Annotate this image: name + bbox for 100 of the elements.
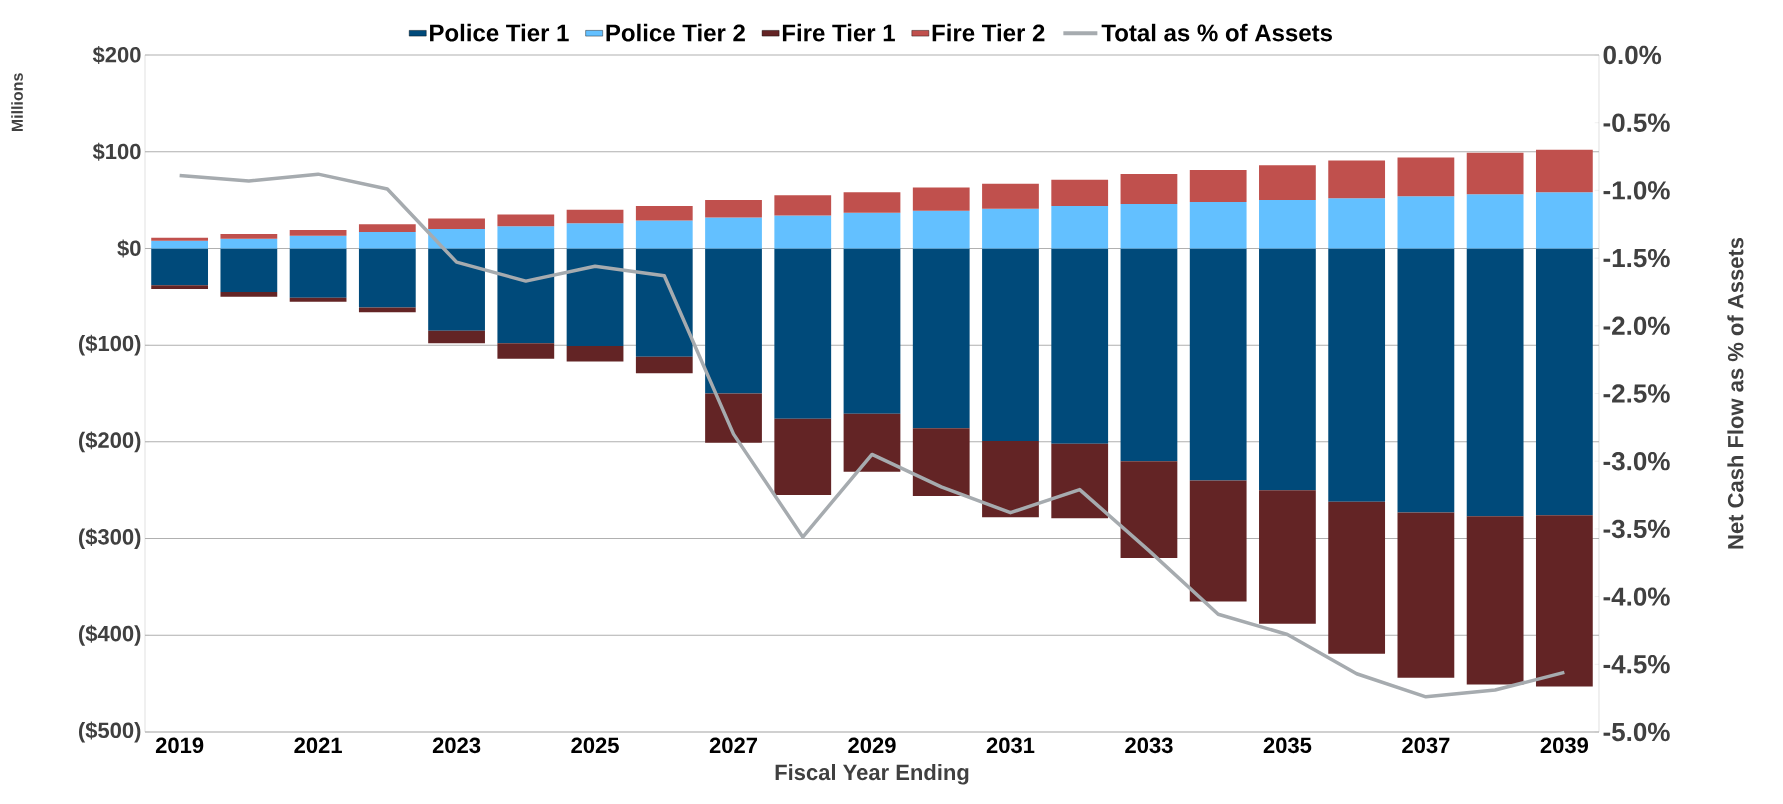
bar bbox=[635, 248, 693, 357]
bar bbox=[289, 235, 347, 249]
bar bbox=[1120, 248, 1178, 462]
bar bbox=[1466, 152, 1524, 195]
bar bbox=[774, 248, 832, 419]
legend-label: Total as % of Assets bbox=[1101, 23, 1332, 42]
bar bbox=[635, 356, 693, 374]
bar bbox=[705, 217, 762, 249]
bar bbox=[912, 428, 970, 497]
bar bbox=[774, 195, 832, 216]
bar bbox=[1259, 165, 1316, 201]
y-tick-label: $100 bbox=[92, 142, 141, 161]
bar bbox=[982, 440, 1039, 518]
bar bbox=[774, 418, 832, 496]
line-series bbox=[177, 172, 1567, 699]
y2-tick-label: -1.5% bbox=[1603, 248, 1670, 268]
bar bbox=[1535, 149, 1593, 193]
bar bbox=[566, 346, 624, 362]
bar bbox=[912, 210, 970, 249]
y2-tick-label: -0.5% bbox=[1603, 113, 1670, 132]
bar bbox=[843, 413, 901, 472]
bar bbox=[220, 248, 278, 292]
bar bbox=[289, 297, 347, 302]
bar bbox=[566, 209, 624, 224]
bar bbox=[1397, 157, 1455, 197]
bar bbox=[497, 343, 555, 359]
bar bbox=[428, 248, 485, 331]
bar bbox=[1466, 194, 1524, 249]
x-tick-label: 2039 bbox=[1540, 737, 1589, 754]
legend-label: Police Tier 2 bbox=[606, 23, 745, 42]
x-tick-label: 2027 bbox=[709, 737, 758, 754]
bar bbox=[1189, 480, 1247, 602]
bar bbox=[1535, 192, 1593, 249]
bar bbox=[1535, 248, 1593, 516]
bar bbox=[1466, 516, 1524, 685]
bar bbox=[1051, 443, 1109, 519]
x-tick-label: 2023 bbox=[432, 737, 481, 754]
bar bbox=[151, 248, 209, 286]
bar bbox=[1328, 160, 1386, 199]
y2-tick-label: -2.5% bbox=[1603, 384, 1670, 403]
x-tick-label: 2021 bbox=[294, 737, 342, 754]
bar bbox=[1259, 248, 1316, 491]
y2-tick-label: -3.0% bbox=[1603, 451, 1670, 471]
bar bbox=[1120, 461, 1178, 558]
bar bbox=[566, 223, 624, 249]
bar bbox=[635, 220, 693, 249]
bar bbox=[358, 248, 416, 308]
bar bbox=[1259, 490, 1316, 624]
bar bbox=[635, 205, 693, 221]
bar bbox=[705, 393, 762, 443]
y2-tick-label: -5.0% bbox=[1603, 722, 1670, 742]
bar bbox=[358, 307, 416, 313]
bar bbox=[151, 237, 209, 241]
x-tick-label: 2019 bbox=[155, 737, 204, 754]
bar bbox=[1051, 205, 1109, 249]
x-axis-title: Fiscal Year Ending bbox=[775, 764, 969, 785]
bar bbox=[428, 229, 485, 249]
bar bbox=[982, 208, 1039, 249]
bar bbox=[1535, 515, 1593, 687]
bar bbox=[428, 218, 485, 230]
bar bbox=[151, 240, 209, 249]
bar bbox=[705, 200, 762, 218]
legend-label: Police Tier 1 bbox=[430, 23, 569, 42]
y2-tick-label: -3.5% bbox=[1603, 519, 1670, 539]
bar bbox=[705, 248, 762, 394]
x-tick-label: 2031 bbox=[986, 737, 1035, 754]
bar bbox=[1189, 170, 1247, 203]
bar bbox=[289, 230, 347, 236]
bar bbox=[566, 248, 624, 347]
bar bbox=[497, 248, 555, 344]
bar bbox=[843, 192, 901, 213]
bar bbox=[1328, 248, 1386, 502]
legend-label: Fire Tier 2 bbox=[932, 23, 1045, 42]
bar bbox=[358, 231, 416, 249]
y-tick-label: ($200) bbox=[78, 431, 141, 453]
x-tick-label: 2025 bbox=[571, 737, 619, 754]
bar bbox=[1189, 248, 1247, 481]
y2-tick-label: -1.0% bbox=[1603, 181, 1670, 200]
y-tick-label: ($400) bbox=[78, 624, 141, 646]
y-tick-label: ($300) bbox=[78, 528, 141, 550]
bar bbox=[1120, 203, 1178, 249]
bar bbox=[1397, 512, 1455, 678]
bar bbox=[1397, 196, 1455, 249]
y-tick-label: ($100) bbox=[78, 334, 141, 356]
bar bbox=[843, 212, 901, 249]
y-tick-label: $0 bbox=[117, 239, 141, 258]
y2-tick-label: -4.0% bbox=[1603, 587, 1670, 606]
bar bbox=[428, 330, 485, 344]
bar bbox=[358, 224, 416, 232]
bar bbox=[497, 214, 555, 227]
bar bbox=[151, 285, 209, 290]
bar bbox=[912, 248, 970, 429]
bar bbox=[1189, 202, 1247, 249]
bar bbox=[497, 226, 555, 249]
x-tick-label: 2035 bbox=[1263, 737, 1312, 754]
y2-tick-label: -4.5% bbox=[1603, 655, 1670, 674]
x-tick-label: 2029 bbox=[848, 737, 896, 754]
bar bbox=[220, 233, 278, 239]
y2-tick-label: 0.0% bbox=[1603, 45, 1662, 65]
bar bbox=[1466, 248, 1524, 517]
